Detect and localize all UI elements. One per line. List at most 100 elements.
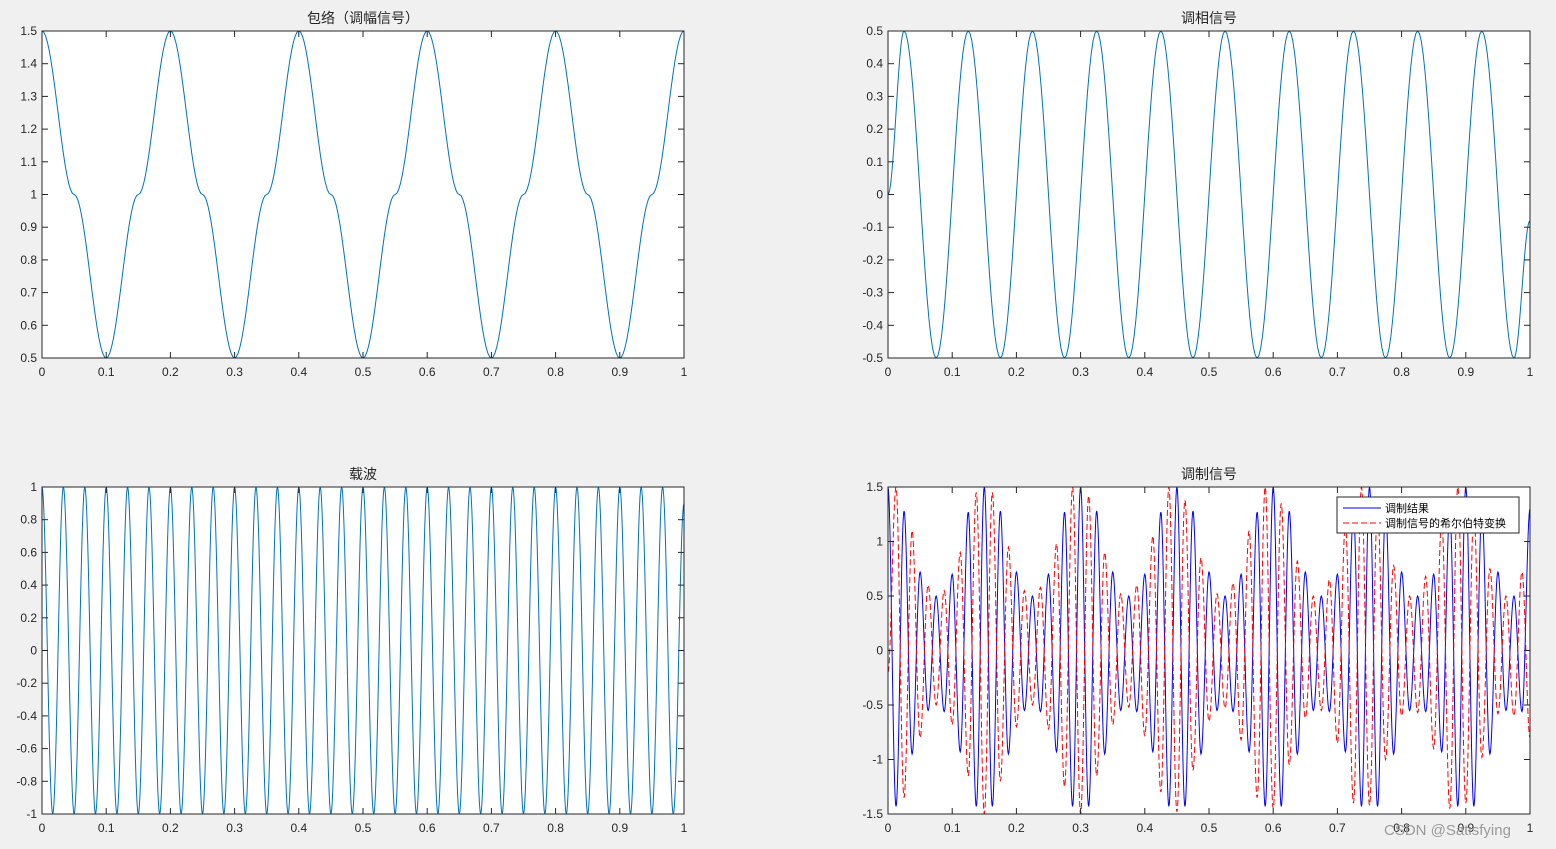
x-tick-label: 0.4: [1136, 365, 1153, 379]
x-tick-label: 0.7: [1329, 365, 1346, 379]
y-tick-label: 0.1: [866, 155, 883, 169]
y-tick-label: 0.5: [866, 589, 883, 603]
x-tick-label: 0: [39, 365, 46, 379]
y-tick-label: -0.6: [16, 742, 37, 756]
x-tick-label: 0.4: [290, 821, 307, 835]
legend-box: [1336, 496, 1520, 534]
y-tick-label: -1: [26, 807, 37, 821]
x-tick-label: 0.8: [547, 821, 564, 835]
chart-title: 调制信号: [1181, 467, 1237, 483]
x-tick-label: 0.3: [1072, 365, 1089, 379]
y-tick-label: 0.9: [20, 220, 37, 234]
y-tick-label: -0.8: [16, 774, 37, 788]
x-tick-label: 0.8: [547, 365, 564, 379]
x-tick-label: 0.5: [1201, 821, 1218, 835]
x-tick-label: 0.3: [1072, 821, 1089, 835]
y-tick-label: 0: [30, 644, 37, 658]
y-tick-label: 1.4: [20, 57, 37, 71]
y-tick-label: 1.3: [20, 89, 37, 103]
x-tick-label: 0.6: [1265, 821, 1282, 835]
x-tick-label: 0.9: [1457, 821, 1474, 835]
x-tick-label: 0.7: [1329, 821, 1346, 835]
y-tick-label: 0.5: [20, 351, 37, 365]
y-tick-label: 0.8: [20, 513, 37, 527]
plot-area: [42, 487, 684, 814]
y-tick-label: 1: [30, 480, 37, 494]
y-tick-label: 1: [876, 535, 883, 549]
y-tick-label: 0.6: [20, 318, 37, 332]
y-tick-label: 0.5: [866, 24, 883, 38]
y-tick-label: 0.7: [20, 286, 37, 300]
y-tick-label: 0.6: [20, 545, 37, 559]
y-tick-label: 1.5: [20, 24, 37, 38]
x-tick-label: 0.1: [944, 821, 961, 835]
x-tick-label: 0.5: [355, 365, 372, 379]
x-tick-label: 0.1: [944, 365, 961, 379]
y-tick-label: 0.2: [20, 611, 37, 625]
x-tick-label: 0: [885, 821, 892, 835]
x-tick-label: 0.3: [226, 365, 243, 379]
y-tick-label: 1.1: [20, 155, 37, 169]
y-tick-label: 1: [30, 188, 37, 202]
x-tick-label: 0.1: [98, 365, 115, 379]
plot-area: [888, 487, 1530, 814]
x-tick-label: 0.4: [1136, 821, 1153, 835]
y-tick-label: 0: [876, 188, 883, 202]
subplot-phase-modulated: 0 0.1 0.2 0.3 0.4 0.5 0.6 0.7 0.8 0.9 1 -0.5 -0.4 -0.…: [862, 11, 1533, 379]
series-line-1: [888, 31, 1530, 358]
x-tick-label: 0.3: [226, 821, 243, 835]
watermark-text: CSDN @Satisfying: [1384, 822, 1511, 839]
x-tick-label: 0.2: [162, 821, 179, 835]
chart-title: 包络（调幅信号）: [307, 11, 419, 27]
y-tick-label: 0.2: [866, 122, 883, 136]
x-tick-label: 0.9: [611, 365, 628, 379]
y-tick-label: 0.4: [20, 578, 37, 592]
subplot-carrier: 0 0.1 0.2 0.3 0.4 0.5 0.6 0.7 0.8 0.9 1 -1 -0.8 -0.6 -…: [16, 467, 687, 835]
x-tick-label: 1: [1527, 365, 1534, 379]
y-tick-label: -0.2: [862, 253, 883, 267]
y-tick-label: 0.4: [866, 57, 883, 71]
series-group: [42, 31, 684, 358]
legend-label-1: 调制结果: [1385, 502, 1429, 515]
series-line-1: [888, 487, 1530, 807]
y-tick-label: -0.1: [862, 220, 883, 234]
y-tick-label: -0.4: [16, 709, 37, 723]
x-tick-label: 0.9: [611, 821, 628, 835]
x-tick-label: 0.8: [1393, 821, 1410, 835]
x-tick-label: 0.1: [98, 821, 115, 835]
x-tick-label: 0.6: [419, 365, 436, 379]
y-tick-label: 0: [876, 644, 883, 658]
y-tick-label: -0.2: [16, 676, 37, 690]
x-tick-label: 0.7: [483, 365, 500, 379]
y-tick-label: -0.4: [862, 318, 883, 332]
x-tick-label: 0.5: [355, 821, 372, 835]
x-tick-label: 0.7: [483, 821, 500, 835]
subplot-modulated-signal: 0 0.1 0.2 0.3 0.4 0.5 0.6 0.7 0.8 0.9 1 -1.5 -1 -0.5 0…: [862, 467, 1533, 835]
x-tick-label: 1: [681, 821, 688, 835]
y-tick-label: 1.5: [866, 480, 883, 494]
x-tick-label: 0.5: [1201, 365, 1218, 379]
subplot-envelope: 0 0.1 0.2 0.3 0.4 0.5 0.6 0.7 0.8 0.9 1 0.5 0.6 0.7 0.…: [20, 11, 687, 379]
chart-title: 调相信号: [1181, 11, 1237, 27]
series-line-1: [42, 31, 684, 358]
x-tick-label: 0.2: [162, 365, 179, 379]
y-tick-label: -1: [872, 753, 883, 767]
y-tick-label: 0.8: [20, 253, 37, 267]
x-tick-label: 0: [885, 365, 892, 379]
plot-area: [42, 31, 684, 358]
y-tick-label: 0.3: [866, 89, 883, 103]
chart-title: 载波: [349, 467, 377, 483]
series-group: [888, 487, 1530, 814]
x-tick-label: 0.6: [419, 821, 436, 835]
series-group: [888, 31, 1530, 358]
series-line-2: [888, 487, 1530, 814]
x-tick-label: 0: [39, 821, 46, 835]
x-tick-label: 0.2: [1008, 365, 1025, 379]
y-tick-label: -1.5: [862, 807, 883, 821]
y-tick-label: -0.5: [862, 698, 883, 712]
legend-label-2: 调制信号的希尔伯特变换: [1385, 516, 1506, 530]
y-tick-label: -0.5: [862, 351, 883, 365]
y-tick-label: -0.3: [862, 286, 883, 300]
x-tick-label: 0.6: [1265, 365, 1282, 379]
